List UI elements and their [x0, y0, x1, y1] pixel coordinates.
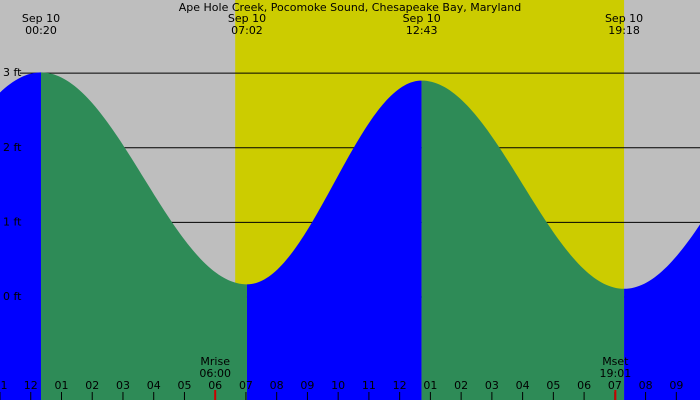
rising-tide: [0, 72, 41, 400]
hour-label: 01: [423, 379, 437, 392]
extreme-date: Sep 10: [403, 12, 441, 25]
hour-label: 12: [393, 379, 407, 392]
hour-label: 04: [516, 379, 530, 392]
hour-label: 1: [1, 379, 8, 392]
extreme-date: Sep 10: [22, 12, 60, 25]
rising-tide: [624, 224, 700, 400]
extreme-time: 19:18: [608, 24, 640, 37]
hour-label: 08: [639, 379, 653, 392]
hour-label: 07: [608, 379, 622, 392]
moon-label: Mrise: [200, 355, 230, 368]
y-tick-label: 1 ft: [3, 215, 22, 228]
extreme-time: 07:02: [231, 24, 263, 37]
moon-time: 06:00: [199, 367, 231, 380]
hour-label: 06: [208, 379, 222, 392]
hour-label: 02: [454, 379, 468, 392]
hour-label: 03: [116, 379, 130, 392]
rising-tide: [246, 80, 422, 400]
hour-label: 01: [54, 379, 68, 392]
hour-label: 05: [546, 379, 560, 392]
chart-title: Ape Hole Creek, Pocomoke Sound, Chesapea…: [179, 1, 521, 14]
hour-label: 06: [577, 379, 591, 392]
hour-label: 10: [331, 379, 345, 392]
hour-label: 09: [300, 379, 314, 392]
hour-label: 03: [485, 379, 499, 392]
hour-label: 12: [24, 379, 38, 392]
extreme-time: 12:43: [406, 24, 438, 37]
hour-label: 02: [85, 379, 99, 392]
falling-tide: [40, 72, 247, 400]
extreme-date: Sep 10: [228, 12, 266, 25]
hour-label: 04: [147, 379, 161, 392]
y-tick-label: 3 ft: [3, 66, 22, 79]
extreme-time: 00:20: [25, 24, 57, 37]
hour-label: 08: [270, 379, 284, 392]
hour-label: 07: [239, 379, 253, 392]
falling-tide: [421, 80, 625, 400]
hour-label: 11: [362, 379, 376, 392]
hour-label: 09: [669, 379, 683, 392]
moon-time: 19:01: [600, 367, 632, 380]
y-tick-label: 0 ft: [3, 290, 22, 303]
extreme-date: Sep 10: [605, 12, 643, 25]
moon-label: Mset: [602, 355, 629, 368]
y-tick-label: 2 ft: [3, 141, 22, 154]
hour-label: 05: [177, 379, 191, 392]
